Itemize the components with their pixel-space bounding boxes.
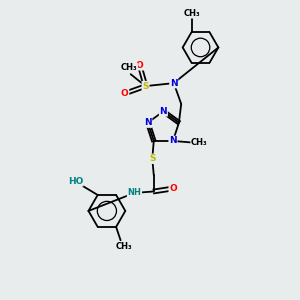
- Text: S: S: [142, 82, 149, 91]
- Text: NH: NH: [128, 188, 141, 197]
- Text: HO: HO: [68, 177, 83, 186]
- Text: CH₃: CH₃: [115, 242, 132, 251]
- Text: N: N: [169, 136, 177, 146]
- Text: O: O: [169, 184, 177, 193]
- Text: CH₃: CH₃: [183, 9, 200, 18]
- Text: O: O: [136, 61, 143, 70]
- Text: O: O: [121, 89, 129, 98]
- Text: N: N: [160, 107, 167, 116]
- Text: CH₃: CH₃: [121, 63, 137, 72]
- Text: CH₃: CH₃: [191, 138, 208, 147]
- Text: S: S: [149, 154, 155, 163]
- Text: N: N: [170, 79, 178, 88]
- Text: N: N: [144, 118, 152, 127]
